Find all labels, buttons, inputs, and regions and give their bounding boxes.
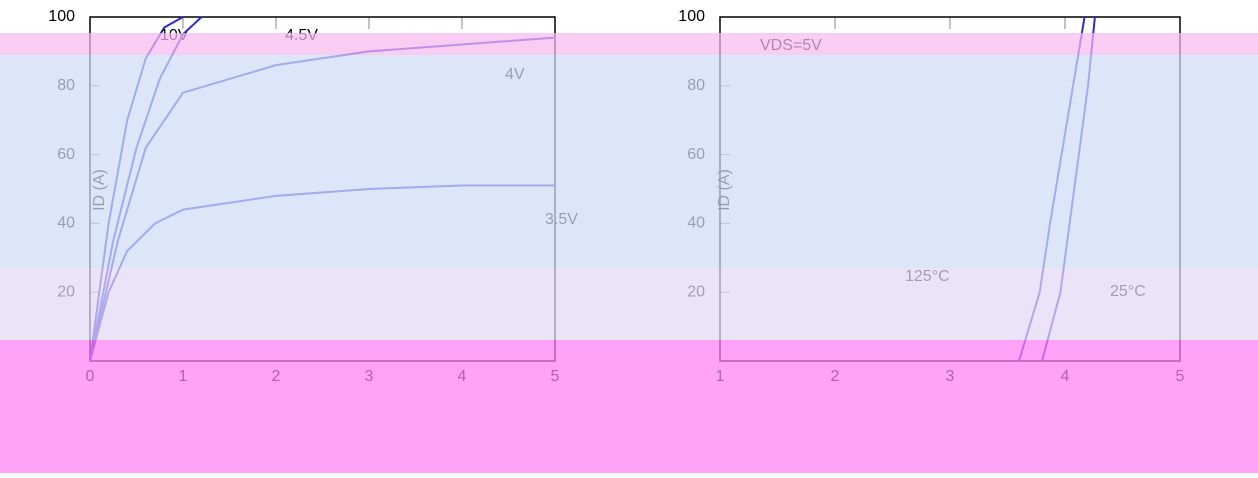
overlay-band (0, 268, 1258, 340)
overlay-band (0, 33, 1258, 55)
overlay-band (0, 55, 1258, 268)
overlay-band (0, 340, 1258, 473)
y-tick-label: 100 (48, 8, 75, 25)
y-tick-label: 100 (678, 8, 705, 25)
